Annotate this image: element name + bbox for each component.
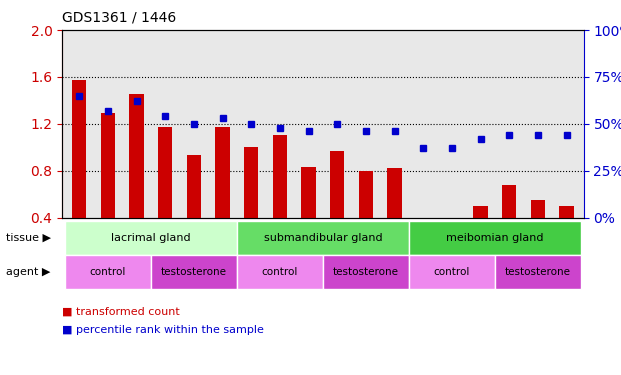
Bar	[187, 155, 201, 218]
Bar	[129, 94, 144, 218]
Bar	[473, 206, 487, 218]
Bar	[158, 127, 173, 218]
Text: ■ transformed count: ■ transformed count	[62, 306, 180, 316]
Bar	[301, 167, 315, 217]
Text: ■ percentile rank within the sample: ■ percentile rank within the sample	[62, 325, 264, 335]
Text: testosterone: testosterone	[333, 267, 399, 277]
Text: control: control	[261, 267, 298, 277]
Text: lacrimal gland: lacrimal gland	[111, 233, 191, 243]
Bar	[531, 200, 545, 217]
Text: control: control	[433, 267, 470, 277]
Text: testosterone: testosterone	[161, 267, 227, 277]
Text: GDS1361 / 1446: GDS1361 / 1446	[62, 10, 176, 24]
Bar	[359, 171, 373, 217]
Bar	[502, 185, 517, 218]
Bar	[388, 168, 402, 217]
Bar	[330, 151, 345, 217]
Text: meibomian gland: meibomian gland	[446, 233, 543, 243]
Bar	[72, 80, 86, 218]
Text: control: control	[90, 267, 126, 277]
Bar	[273, 135, 287, 218]
Text: submandibular gland: submandibular gland	[263, 233, 383, 243]
Bar	[244, 147, 258, 218]
Text: tissue ▶: tissue ▶	[6, 233, 51, 243]
Bar	[215, 127, 230, 218]
Bar	[560, 206, 574, 218]
Text: testosterone: testosterone	[505, 267, 571, 277]
Text: agent ▶: agent ▶	[6, 267, 50, 277]
Bar	[445, 217, 459, 220]
Bar	[416, 217, 430, 221]
Bar	[101, 113, 115, 218]
